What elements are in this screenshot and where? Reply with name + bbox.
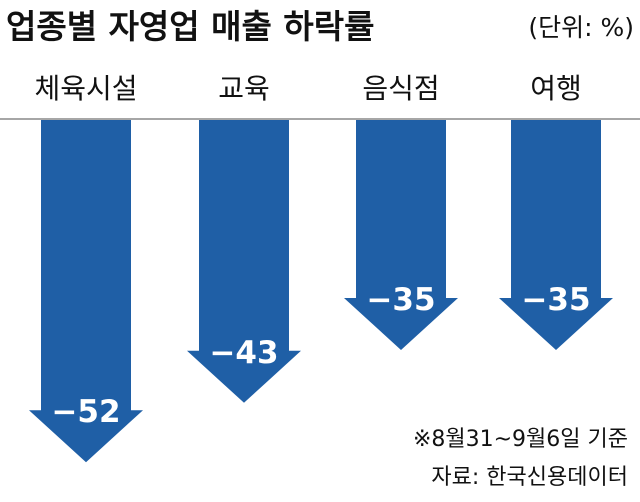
category-label-sports: 체육시설 [34, 72, 137, 105]
bar-education [187, 120, 301, 403]
bar-marks: 체육시설 −52 교육 −43 음식점 −35 여행 −35 [29, 72, 613, 463]
value-label-restaurant: −35 [366, 282, 435, 318]
value-label-sports: −52 [51, 394, 120, 430]
category-label-restaurant: 음식점 [362, 72, 439, 105]
bar-travel [499, 120, 613, 350]
unit-label: (단위: %) [528, 13, 634, 42]
bar-sports [29, 120, 143, 463]
category-label-education: 교육 [218, 72, 270, 105]
category-label-travel: 여행 [530, 72, 582, 105]
source-note: 자료: 한국신용데이터 [431, 465, 628, 490]
period-note: ※8월31~9월6일 기준 [413, 427, 628, 452]
value-label-travel: −35 [521, 282, 590, 318]
value-label-education: −43 [209, 335, 278, 371]
bar-restaurant [344, 120, 458, 350]
chart-title: 업종별 자영업 매출 하락률 [6, 7, 374, 46]
